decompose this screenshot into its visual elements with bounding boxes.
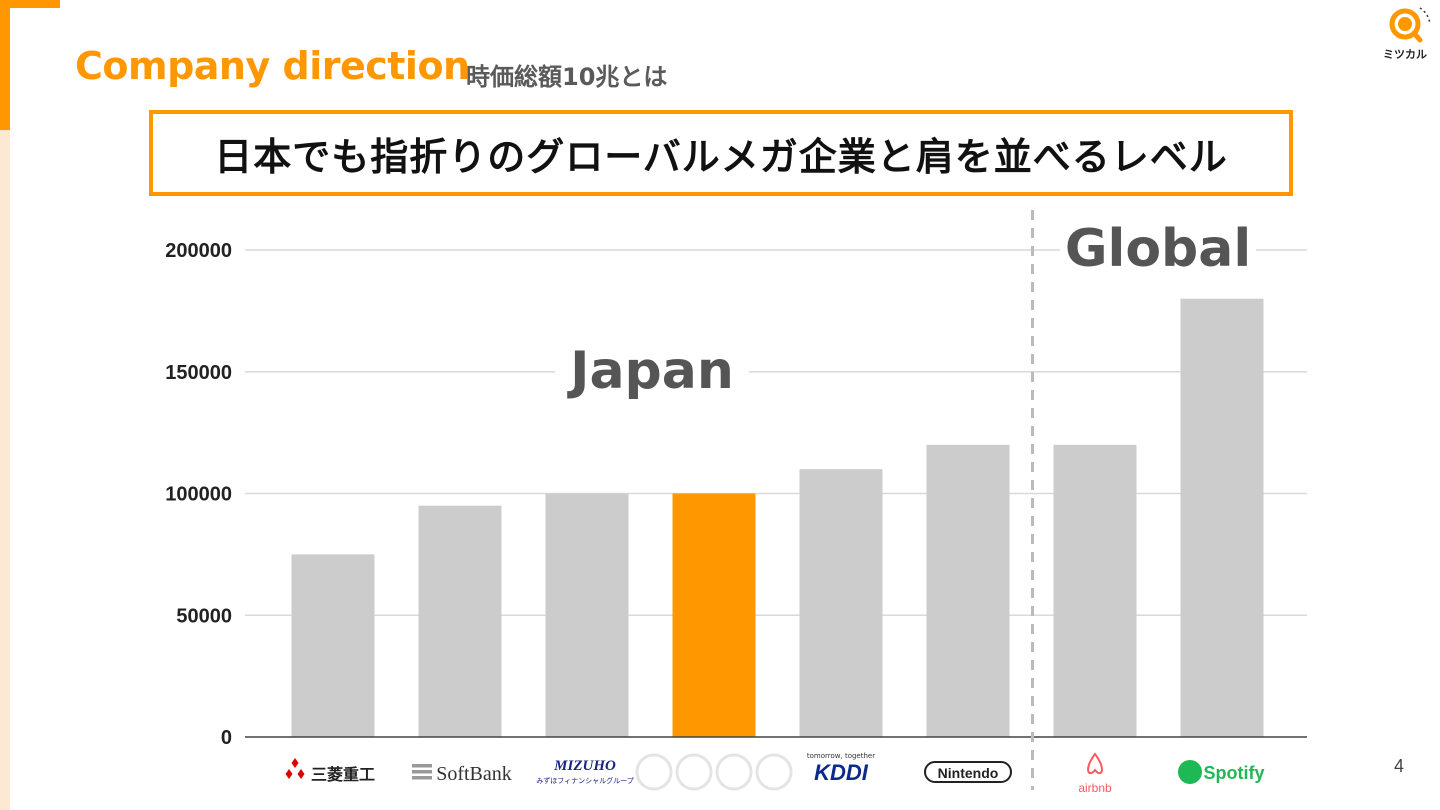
company-label: Spotify xyxy=(1204,763,1265,783)
headline-text: 日本でも指折りのグローバルメガ企業と肩を並べるレベル xyxy=(214,134,1228,179)
page-title: Company direction xyxy=(75,44,470,88)
diamond-shape xyxy=(297,769,305,779)
bar xyxy=(799,469,883,737)
faded-logo-mark xyxy=(635,753,673,791)
spotify-icon xyxy=(1178,760,1202,784)
region-label: Japan xyxy=(567,341,734,401)
company-label: KDDI xyxy=(814,760,869,785)
company-label: airbnb xyxy=(1078,781,1112,795)
company-label: SoftBank xyxy=(436,763,512,785)
nintendo-outline xyxy=(924,761,1012,783)
magnifier-clock-icon xyxy=(1389,7,1431,43)
page-number: 4 xyxy=(1394,756,1405,776)
region-label-bg xyxy=(1060,210,1256,282)
bar xyxy=(1053,444,1137,737)
softbank-bar xyxy=(412,776,432,780)
mitsubishi-diamond-icon xyxy=(285,758,305,779)
bar xyxy=(1180,298,1264,737)
y-tick-label: 200000 xyxy=(165,240,232,262)
diamond-shape xyxy=(291,758,299,768)
y-tick-label: 50000 xyxy=(176,605,232,627)
airbnb-icon xyxy=(1087,752,1103,775)
y-tick-label: 0 xyxy=(221,727,232,749)
company-sublabel: みずほフィナンシャルグループ xyxy=(536,776,633,785)
company-label: MIZUHO xyxy=(553,758,616,774)
left-accent-bar xyxy=(0,0,10,130)
softbank-bar xyxy=(412,764,432,768)
faded-logo-mark xyxy=(675,753,713,791)
y-tick-label: 100000 xyxy=(165,484,232,506)
company-sublabel: tomorrow, together xyxy=(807,752,875,760)
company-label: 三菱重工 xyxy=(311,765,375,784)
bar xyxy=(926,444,1010,737)
softbank-bar xyxy=(412,770,432,774)
bar xyxy=(418,505,502,737)
bar xyxy=(672,493,756,737)
left-pale-bar xyxy=(0,130,10,810)
softbank-bars-icon xyxy=(412,764,432,780)
y-tick-label: 150000 xyxy=(165,362,232,384)
company-label: Nintendo xyxy=(938,765,999,781)
page-subtitle: 時価総額10兆とは xyxy=(466,63,668,91)
region-label: Global xyxy=(1065,219,1251,279)
faded-logo-mark xyxy=(755,753,793,791)
logo-text: ミツカル xyxy=(1383,48,1427,61)
headline-box: 日本でも指折りのグローバルメガ企業と肩を並べるレベル xyxy=(149,110,1293,196)
top-accent-bar xyxy=(0,0,60,8)
faded-logo-mark xyxy=(715,753,753,791)
region-label-bg xyxy=(555,332,749,404)
diamond-shape xyxy=(285,769,293,779)
bar xyxy=(545,493,629,737)
bar xyxy=(291,554,375,737)
